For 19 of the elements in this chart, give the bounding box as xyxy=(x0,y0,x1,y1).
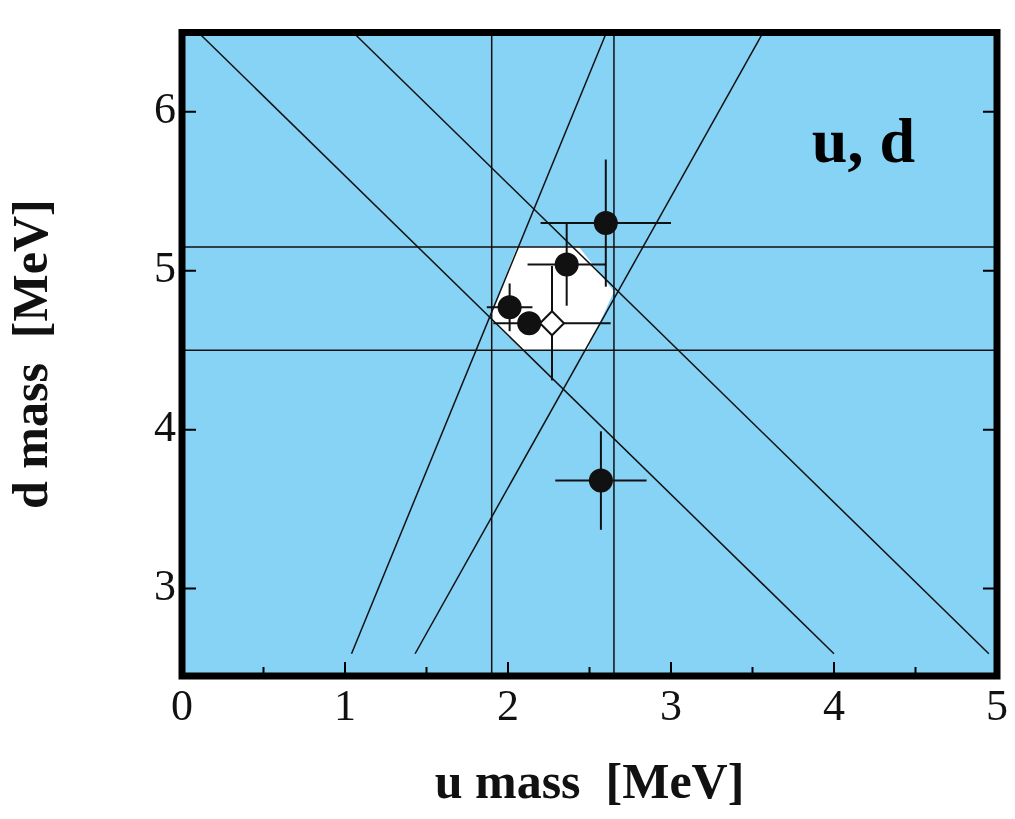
y-tick-label: 5 xyxy=(154,243,176,293)
point xyxy=(554,252,579,277)
x-tick-label: 2 xyxy=(497,680,519,730)
y-tick-label: 3 xyxy=(154,561,176,611)
x-tick-label: 3 xyxy=(660,680,682,730)
x-axis-title: u mass [MeV] xyxy=(434,752,745,809)
x-tick-label: 0 xyxy=(171,680,193,730)
x-tick-label: 1 xyxy=(334,680,356,730)
y-axis-title: d mass [MeV] xyxy=(1,199,58,510)
point xyxy=(593,211,618,236)
y-tick-label: 4 xyxy=(154,402,176,452)
point xyxy=(588,468,613,493)
x-tick-label: 4 xyxy=(823,680,845,730)
point xyxy=(497,295,522,320)
y-tick-label: 6 xyxy=(154,84,176,134)
point xyxy=(517,311,542,336)
point xyxy=(539,310,566,337)
annotation: u, d xyxy=(811,105,915,177)
x-tick-label: 5 xyxy=(986,680,1008,730)
